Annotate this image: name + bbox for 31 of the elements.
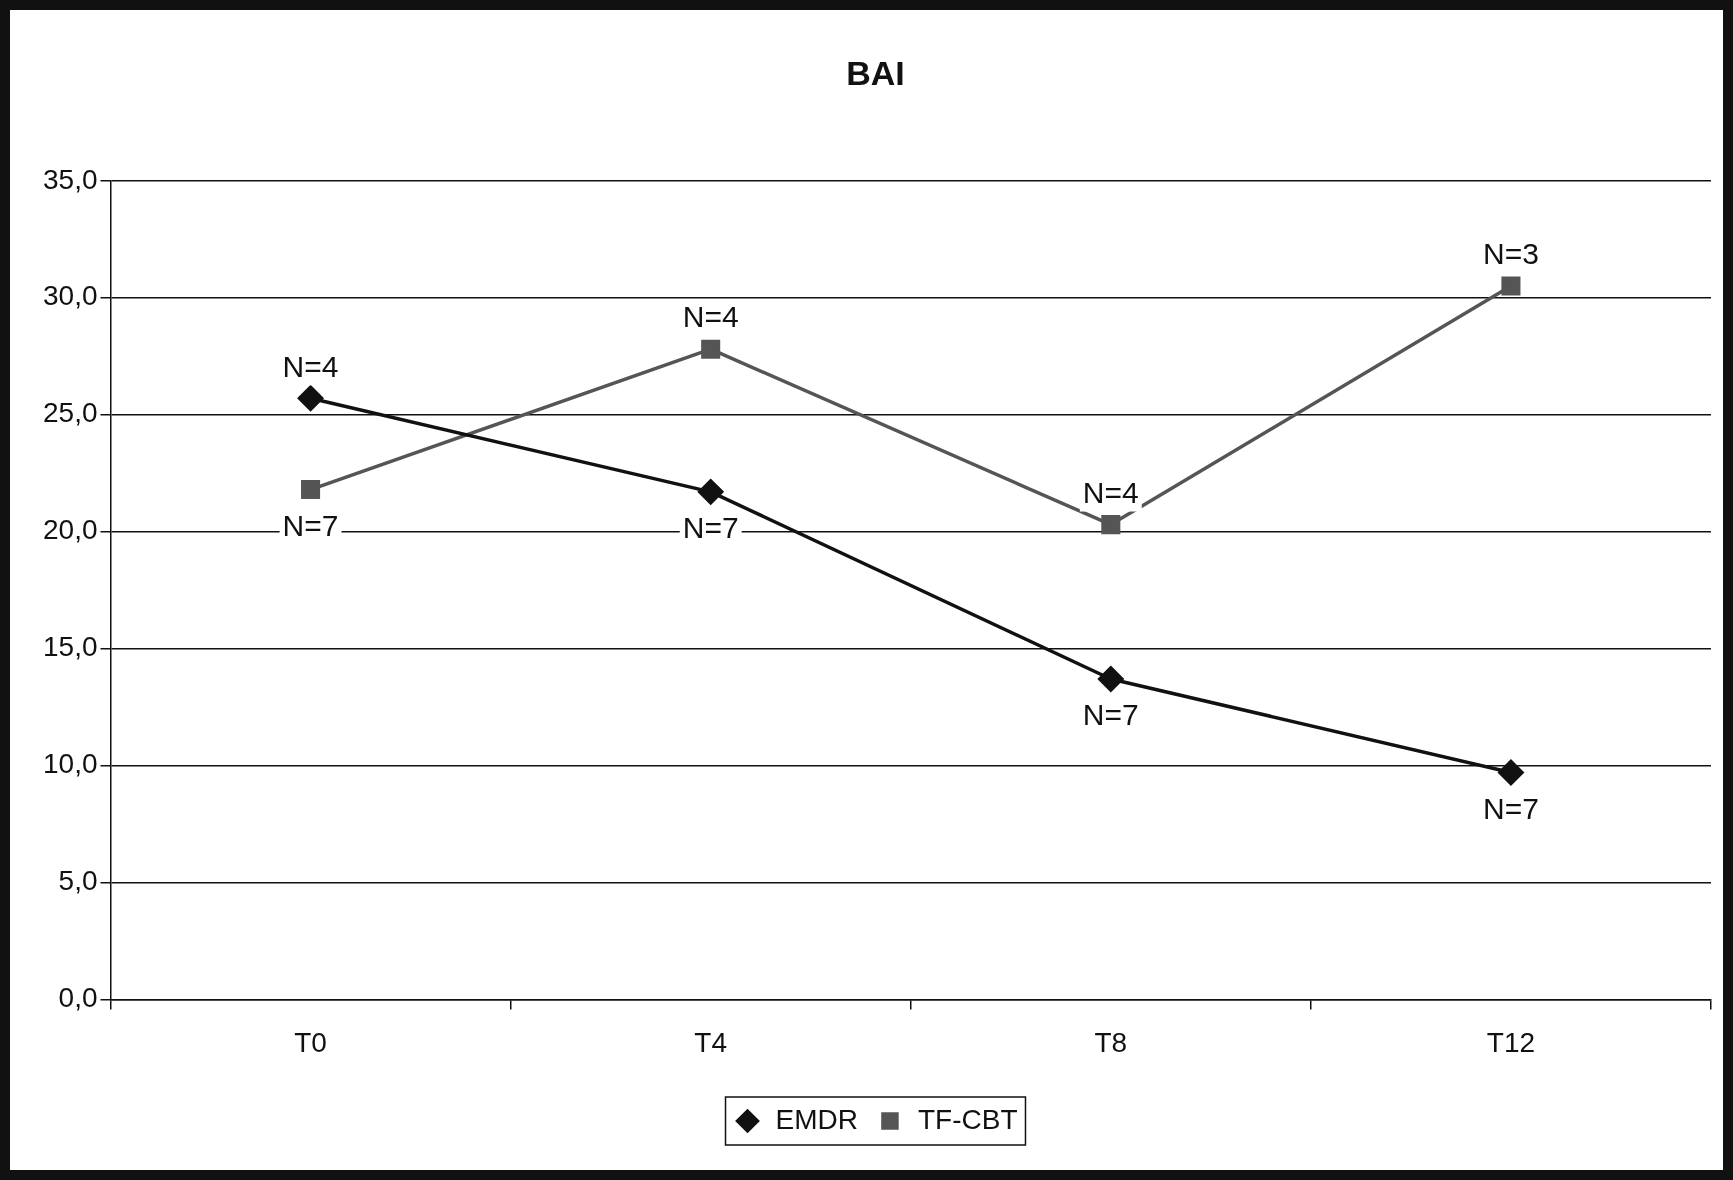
y-tick-label: 35,0 (43, 163, 98, 195)
y-tick-label: 10,0 (43, 748, 98, 780)
x-tick-label: T12 (1486, 1026, 1536, 1058)
chart-title: BAI (846, 53, 905, 92)
y-tick-label: 30,0 (43, 280, 98, 312)
y-tick-label: 15,0 (43, 631, 98, 663)
point (697, 479, 724, 505)
annotation: N=7 (1483, 791, 1539, 825)
annotation: N=7 (282, 508, 339, 542)
legend-label: TF-CBT (917, 1103, 1018, 1135)
annotation: N=7 (682, 511, 739, 545)
y-tick-label: 5,0 (58, 865, 98, 897)
point (1501, 276, 1521, 296)
x-tick-label: T0 (294, 1026, 327, 1058)
y-tick-label: 25,0 (43, 397, 98, 429)
point (1101, 515, 1121, 535)
point (1498, 759, 1524, 786)
y-tick-label: 20,0 (43, 514, 98, 546)
annotation: N=4 (1082, 475, 1139, 509)
annotation: N=3 (1483, 237, 1539, 271)
x-tick-label: T4 (694, 1026, 728, 1058)
y-tick-label: 0,0 (58, 982, 98, 1014)
annotation: N=4 (682, 300, 739, 334)
x-tick-label: T8 (1094, 1026, 1128, 1058)
annotation: N=7 (1082, 698, 1139, 732)
legend-label: EMDR (775, 1103, 858, 1135)
point (1098, 666, 1124, 692)
annotation: N=4 (282, 349, 339, 383)
point (301, 480, 321, 500)
point (297, 385, 324, 412)
point (701, 339, 721, 359)
